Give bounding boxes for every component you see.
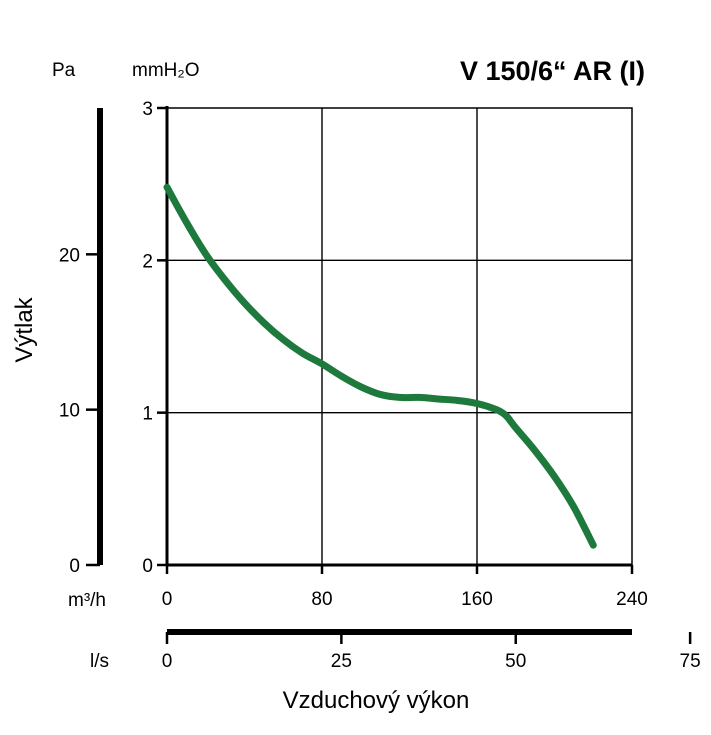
plot-frame (166, 107, 633, 566)
x-axis-title: Vzduchový výkon (283, 687, 470, 714)
y-tick-label: 0 (142, 556, 153, 577)
pa-ticks: 0 10 20 (59, 245, 100, 577)
y-axis-title: Výtlak (11, 296, 38, 362)
chart-title: V 150/6“ AR (I) (460, 56, 645, 86)
unit-m3h: m³/h (68, 590, 106, 611)
series-layer (163, 183, 597, 549)
ls-ticks: 0 25 50 75 (162, 632, 701, 672)
x-tick-label: 80 (311, 589, 332, 610)
grid (167, 108, 632, 565)
x-tick-label: 160 (461, 589, 493, 610)
y-ticks: 0 1 2 3 (142, 99, 167, 577)
x-tick-label: 240 (616, 589, 648, 610)
ls-tick-label: 0 (162, 651, 173, 672)
ls-tick-label: 50 (505, 651, 526, 672)
unit-mmh2o: mmH₂O (132, 60, 200, 81)
y-tick-label: 3 (142, 99, 153, 120)
y-tick-label: 2 (142, 251, 153, 272)
x-ticks: 0 80 160 240 (162, 565, 648, 610)
y-tick-label: 1 (142, 404, 153, 425)
unit-ls: l/s (90, 651, 109, 672)
ls-tick-label: 75 (680, 651, 701, 672)
x-tick-label: 0 (162, 589, 173, 610)
unit-pa: Pa (52, 60, 76, 81)
series-line (163, 183, 597, 549)
pa-tick-label: 10 (59, 401, 80, 422)
pa-tick-label: 20 (59, 245, 80, 266)
pa-tick-label: 0 (69, 556, 80, 577)
ls-tick-label: 25 (331, 651, 352, 672)
